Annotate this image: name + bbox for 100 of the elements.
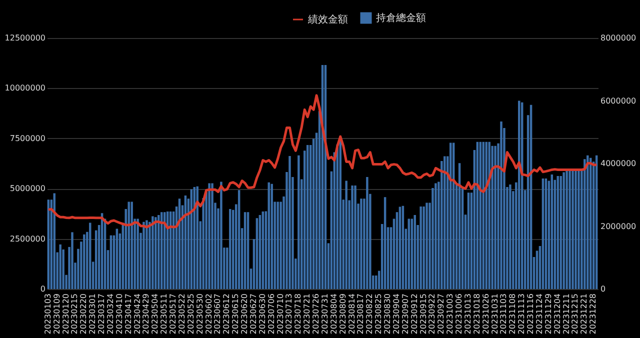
y2-tick-label: 4000000 <box>600 159 636 168</box>
x-tick-label: 20230504 <box>150 294 160 334</box>
bar <box>306 144 309 289</box>
x-tick-label: 20230718 <box>294 294 303 334</box>
bar <box>420 206 422 289</box>
bar <box>345 180 348 289</box>
x-tick-label: 20230804 <box>329 294 338 334</box>
bar <box>568 169 571 289</box>
bar <box>360 198 362 289</box>
bar <box>238 190 240 289</box>
x-tick-label: 20231003 <box>446 294 455 334</box>
x-tick-label: 20230706 <box>266 294 276 334</box>
x-tick-label: 20231215 <box>570 294 580 334</box>
x-tick-label: 20231013 <box>463 294 472 334</box>
bar <box>491 146 494 289</box>
x-tick-label: 20230922 <box>428 294 437 334</box>
x-tick-label: 20230602 <box>204 294 214 334</box>
x-tick-label: 20230726 <box>312 294 321 334</box>
bar <box>158 214 160 289</box>
bar <box>586 155 589 289</box>
x-tick-label: 20230830 <box>383 294 392 334</box>
bar <box>574 169 577 289</box>
bar <box>152 216 154 289</box>
bar <box>414 214 416 289</box>
bar <box>440 160 443 289</box>
bar <box>488 142 490 289</box>
x-tick-label: 20231221 <box>580 294 589 334</box>
x-tick-label: 20230517 <box>168 294 178 334</box>
bar <box>432 188 434 289</box>
bar <box>408 218 410 289</box>
x-tick-label: 20230912 <box>410 294 419 334</box>
bar <box>136 218 139 289</box>
bar <box>142 222 145 289</box>
bar <box>509 184 512 289</box>
y2-tick-label: 0 <box>600 284 606 294</box>
x-tick-label: 20231026 <box>481 294 490 334</box>
bar <box>351 185 354 289</box>
x-tick-label: 20231103 <box>499 294 508 334</box>
bar <box>244 212 246 289</box>
x-tick-label: 20230410 <box>114 294 124 334</box>
line-series <box>47 94 598 230</box>
x-tick-label: 20231211 <box>562 294 571 334</box>
bar <box>556 176 559 289</box>
bar <box>276 202 279 289</box>
bar <box>354 185 356 289</box>
bar <box>59 244 62 289</box>
x-tick-label: 20230904 <box>392 294 401 334</box>
x-tick-label: 20230220 <box>79 294 88 334</box>
bar <box>444 156 446 289</box>
legend-label: 持倉總金額 <box>376 12 426 24</box>
y-tick-label: 0 <box>40 284 46 294</box>
x-tick-label: 20230324 <box>106 294 115 334</box>
x-tick-label: 20231129 <box>544 294 553 334</box>
bar <box>211 183 214 289</box>
x-tick-label: 20230525 <box>186 294 196 334</box>
x-tick-label: 20231124 <box>534 294 544 334</box>
bar <box>220 182 222 289</box>
bar <box>426 202 428 289</box>
x-tick-label: 20230731 <box>320 294 330 334</box>
x-tick-label: 20230429 <box>142 294 151 334</box>
x-tick-label: 20231228 <box>588 294 598 334</box>
x-tick-label: 20231108 <box>508 294 518 334</box>
x-tick-label: 20231113 <box>517 294 526 334</box>
x-tick-label: 20230817 <box>356 294 366 334</box>
x-tick-label: 20230424 <box>132 294 142 334</box>
bar <box>208 183 210 289</box>
y2-tick-label: 8000000 <box>600 34 636 42</box>
y2-tick-label: 6000000 <box>600 96 636 106</box>
bar <box>578 169 580 289</box>
bar <box>71 232 74 289</box>
x-tick-label: 20230417 <box>124 294 133 334</box>
bar <box>83 234 86 289</box>
x-tick-label: 20230809 <box>338 294 348 334</box>
bar <box>422 206 425 289</box>
x-tick-label: 20230825 <box>374 294 384 334</box>
x-tick-label: 20230530 <box>195 294 204 334</box>
bar <box>229 208 232 289</box>
x-tick-label: 20230710 <box>276 294 285 334</box>
x-tick-label: 20230103 <box>43 294 52 334</box>
bar <box>410 218 413 289</box>
bar <box>544 178 548 289</box>
bar <box>146 220 148 289</box>
bar <box>494 146 496 289</box>
x-tick-label: 20231116 <box>526 294 536 334</box>
y-tick-label: 7500000 <box>10 134 46 143</box>
y-tick-label: 5000000 <box>10 184 46 194</box>
bar <box>566 170 568 289</box>
x-tick-label: 20230822 <box>365 294 374 334</box>
x-tick-label: 20230721 <box>302 294 312 334</box>
x-tick-label: 20231204 <box>552 294 562 334</box>
x-tick-label: 20231006 <box>454 294 464 334</box>
bar <box>366 176 368 289</box>
x-tick-label: 20230814 <box>347 294 356 334</box>
x-tick-label: 20230713 <box>284 294 294 334</box>
y2-tick-label: 2000000 <box>600 222 636 231</box>
x-tick-label: 20230522 <box>177 294 186 334</box>
bar <box>434 183 437 289</box>
x-tick-label: 20230915 <box>418 294 428 334</box>
x-tick-label: 20230120 <box>61 294 70 334</box>
x-tick-label: 20230620 <box>240 294 250 334</box>
